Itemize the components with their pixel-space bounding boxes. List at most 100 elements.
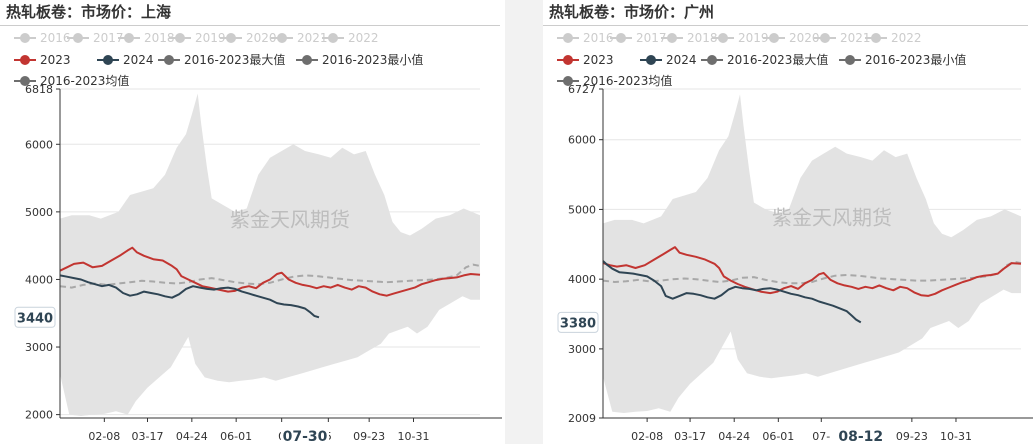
chart-panel-guangzhou: 热轧板卷：市场价：广州 2016 2017 2018 2019 2020 2021 2022… <box>543 0 1033 444</box>
legend-label: 2016-2023最小值 <box>865 52 966 67</box>
legend-item-0[interactable]: 2023 <box>14 53 71 67</box>
legend-dot-icon <box>563 76 573 86</box>
x-tick-label: 07- <box>812 430 830 443</box>
axis-pointer-label: 07-30 <box>283 429 328 444</box>
legend-item-2021[interactable]: 2021 <box>271 31 328 45</box>
legend-label: 2019 <box>738 31 769 45</box>
current-value-box <box>557 311 599 333</box>
legend-item-3[interactable]: 2016-2023最小值 <box>839 52 966 67</box>
x-tick-label: 03-17 <box>132 430 164 443</box>
legend-dot-icon <box>646 55 656 65</box>
legend-item-2018[interactable]: 2018 <box>661 31 718 45</box>
series-average-line <box>602 260 1022 285</box>
legend-item-1[interactable]: 2024 <box>97 53 154 67</box>
legend-item-average[interactable]: 2016-2023均值 <box>557 73 672 88</box>
legend-label: 2020 <box>789 31 820 45</box>
legend-dot-icon <box>277 33 287 43</box>
legend-item-2020[interactable]: 2020 <box>220 31 277 45</box>
legend-label: 2017 <box>636 31 667 45</box>
legend-item-2022[interactable]: 2022 <box>865 31 922 45</box>
chart-title: 热轧板卷：市场价：广州 <box>549 3 715 21</box>
legend-dot-icon <box>563 33 573 43</box>
series-average-line <box>59 263 481 289</box>
axis-pointer-box <box>836 424 885 444</box>
chart-svg: 2016 2017 2018 2019 2020 2021 2022 2023 2024 2016… <box>14 31 502 444</box>
x-tick-label: 09-23 <box>896 430 928 443</box>
legend-label: 2017 <box>93 31 124 45</box>
max-min-band <box>60 93 480 416</box>
y-tick-label: 2000 <box>25 409 53 422</box>
legend-item-3[interactable]: 2016-2023最小值 <box>296 52 423 67</box>
series-2024-line <box>602 260 862 324</box>
legend-item-2019[interactable]: 2019 <box>169 31 226 45</box>
axis-pointer-label: 08-12 <box>838 429 883 444</box>
legend-label: 2016-2023最大值 <box>184 52 285 67</box>
legend-label: 2022 <box>348 31 379 45</box>
legend-dot-icon <box>769 33 779 43</box>
legend-label: 2021 <box>297 31 328 45</box>
legend-item-0[interactable]: 2023 <box>557 53 614 67</box>
legend-item-average[interactable]: 2016-2023均值 <box>14 73 129 88</box>
y-tick-label: 6727 <box>568 83 596 96</box>
legend-label: 2020 <box>246 31 277 45</box>
legend-dot-icon <box>73 33 83 43</box>
legend-dot-icon <box>845 55 855 65</box>
axis-pointer-box <box>281 424 329 444</box>
legend-item-2018[interactable]: 2018 <box>118 31 175 45</box>
legend-item-2022[interactable]: 2022 <box>322 31 379 45</box>
legend-label: 2023 <box>583 53 614 67</box>
legend-dot-icon <box>328 33 338 43</box>
chart-title: 热轧板卷：市场价：上海 <box>6 3 172 21</box>
legend-item-2019[interactable]: 2019 <box>712 31 769 45</box>
x-tick-label: 06-01 <box>220 430 252 443</box>
legend-item-2020[interactable]: 2020 <box>763 31 820 45</box>
legend-item-2016[interactable]: 2016 <box>557 31 614 45</box>
current-value-label: 3440 <box>17 311 53 326</box>
legend-item-1[interactable]: 2024 <box>640 53 697 67</box>
legend-dot-icon <box>175 33 185 43</box>
legend-item-2[interactable]: 2016-2023最大值 <box>158 52 285 67</box>
legend-dot-icon <box>667 33 677 43</box>
legend-label: 2024 <box>666 53 697 67</box>
x-tick-label: 09-23 <box>353 430 385 443</box>
legend-dot-icon <box>616 33 626 43</box>
y-tick-label: 4000 <box>568 273 596 286</box>
y-tick-label: 5000 <box>25 206 53 219</box>
legend-item-2017[interactable]: 2017 <box>610 31 667 45</box>
legend-dot-icon <box>164 55 174 65</box>
y-tick-label: 6818 <box>25 83 53 96</box>
y-tick-label: 5000 <box>568 203 596 216</box>
y-tick-label: 3000 <box>25 341 53 354</box>
legend-label: 2016-2023均值 <box>40 73 129 88</box>
legend-label: 2023 <box>40 53 71 67</box>
legend-dot-icon <box>20 55 30 65</box>
legend-label: 2022 <box>891 31 922 45</box>
legend-item-2021[interactable]: 2021 <box>814 31 871 45</box>
y-tick-label: 6000 <box>568 134 596 147</box>
x-tick-label: 02-08 <box>631 430 663 443</box>
x-tick-label: 04-24 <box>176 430 208 443</box>
legend-dot-icon <box>563 55 573 65</box>
y-tick-label: 3000 <box>568 343 596 356</box>
legend-label: 2018 <box>144 31 175 45</box>
current-value-label: 3380 <box>560 316 596 331</box>
legend-label: 2021 <box>840 31 871 45</box>
legend-dot-icon <box>124 33 134 43</box>
legend-item-2017[interactable]: 2017 <box>67 31 124 45</box>
x-tick-label: 03-17 <box>674 430 706 443</box>
legend-item-2[interactable]: 2016-2023最大值 <box>701 52 828 67</box>
legend-dot-icon <box>20 33 30 43</box>
legend-item-2016[interactable]: 2016 <box>14 31 71 45</box>
chart-svg: 2016 2017 2018 2019 2020 2021 2022 2023 2024 2016… <box>557 31 1033 444</box>
max-min-band <box>603 94 1021 414</box>
legend-label: 2016 <box>583 31 614 45</box>
legend-label: 2016-2023最大值 <box>727 52 828 67</box>
series-2023-line <box>602 246 1022 297</box>
legend-dot-icon <box>707 55 717 65</box>
x-tick-label: 04-24 <box>718 430 750 443</box>
y-tick-label: 6000 <box>25 138 53 151</box>
legend-dot-icon <box>20 76 30 86</box>
legend-label: 2024 <box>123 53 154 67</box>
legend-dot-icon <box>871 33 881 43</box>
legend-dot-icon <box>226 33 236 43</box>
